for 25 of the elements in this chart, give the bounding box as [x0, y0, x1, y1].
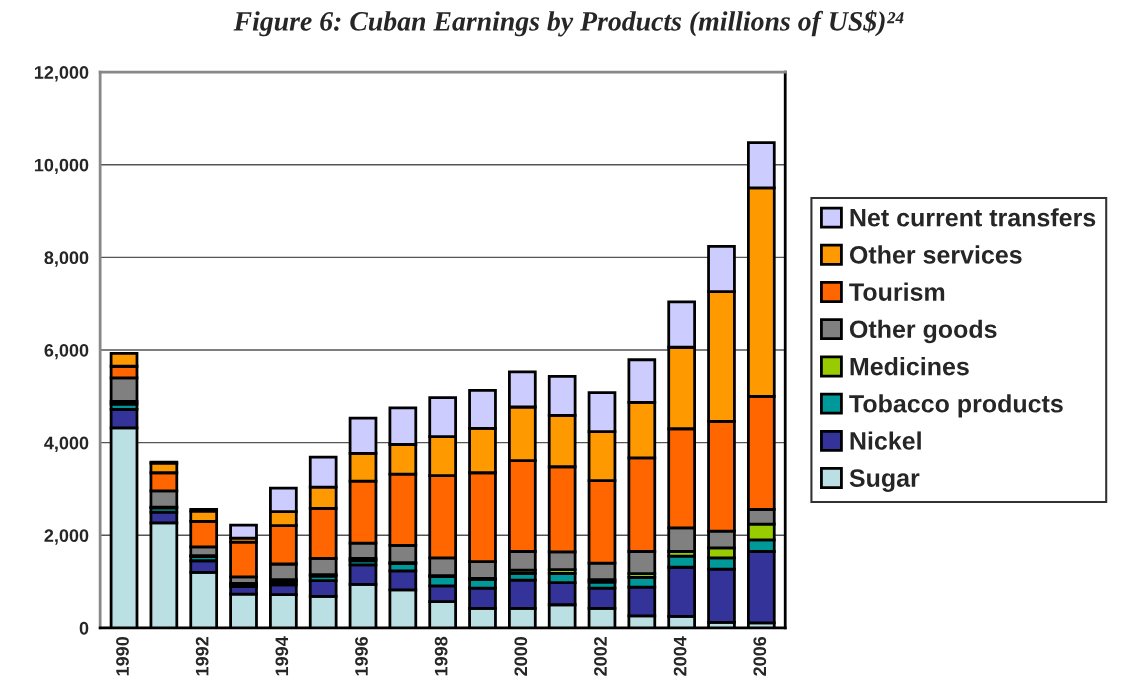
y-tick-label: 4,000: [44, 436, 89, 452]
y-tick-label: 2,000: [44, 529, 89, 545]
legend-label: Tobacco products: [849, 394, 1063, 418]
x-tick-label: 1990: [116, 636, 129, 676]
y-tick-label: 0: [79, 621, 89, 635]
x-tick-label: 1994: [275, 636, 289, 676]
y-tick-label: 10,000: [34, 158, 89, 175]
y-tick-label: 8,000: [44, 251, 89, 267]
legend-label: Tourism: [849, 282, 945, 301]
x-tick-label: 2006: [753, 636, 767, 676]
x-tick-label: 2004: [673, 636, 687, 676]
x-tick-label: 2000: [514, 636, 528, 676]
x-tick-label: 1996: [355, 636, 368, 676]
chart-title: Figure 6: Cuban Earnings by Products (millions of US$)²⁴: [233, 10, 904, 37]
legend-label: Nickel: [850, 431, 921, 450]
legend-label: Other services: [849, 245, 1022, 264]
x-tick-label: 1998: [434, 636, 448, 676]
y-tick-label: 6,000: [44, 343, 89, 360]
x-tick-label: 1992: [195, 636, 209, 676]
x-tick-label: 2002: [594, 636, 607, 676]
y-tick-label: 12,000: [34, 66, 89, 82]
legend-label: Sugar: [849, 469, 920, 493]
legend-label: Medicines: [850, 357, 969, 376]
legend-label: Other goods: [849, 319, 997, 344]
legend-label: Net current transfers: [850, 208, 1096, 227]
